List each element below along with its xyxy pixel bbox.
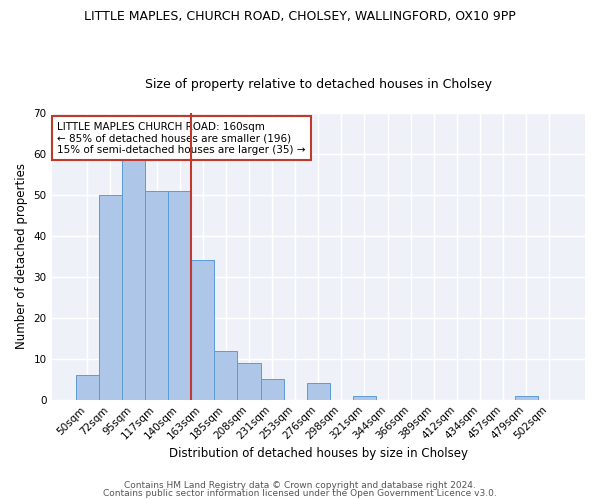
Bar	[307, 384, 330, 400]
Bar	[260, 379, 284, 400]
Text: Contains public sector information licensed under the Open Government Licence v3: Contains public sector information licen…	[103, 488, 497, 498]
Text: LITTLE MAPLES, CHURCH ROAD, CHOLSEY, WALLINGFORD, OX10 9PP: LITTLE MAPLES, CHURCH ROAD, CHOLSEY, WAL…	[84, 10, 516, 23]
Y-axis label: Number of detached properties: Number of detached properties	[15, 164, 28, 350]
Text: Contains HM Land Registry data © Crown copyright and database right 2024.: Contains HM Land Registry data © Crown c…	[124, 481, 476, 490]
Bar	[145, 191, 168, 400]
Bar	[238, 363, 260, 400]
Bar	[214, 350, 238, 400]
Bar	[122, 158, 145, 400]
Bar	[76, 375, 99, 400]
Bar	[168, 191, 191, 400]
Text: LITTLE MAPLES CHURCH ROAD: 160sqm
← 85% of detached houses are smaller (196)
15%: LITTLE MAPLES CHURCH ROAD: 160sqm ← 85% …	[57, 122, 305, 155]
X-axis label: Distribution of detached houses by size in Cholsey: Distribution of detached houses by size …	[169, 447, 468, 460]
Title: Size of property relative to detached houses in Cholsey: Size of property relative to detached ho…	[145, 78, 492, 91]
Bar	[191, 260, 214, 400]
Bar	[353, 396, 376, 400]
Bar	[515, 396, 538, 400]
Bar	[99, 195, 122, 400]
